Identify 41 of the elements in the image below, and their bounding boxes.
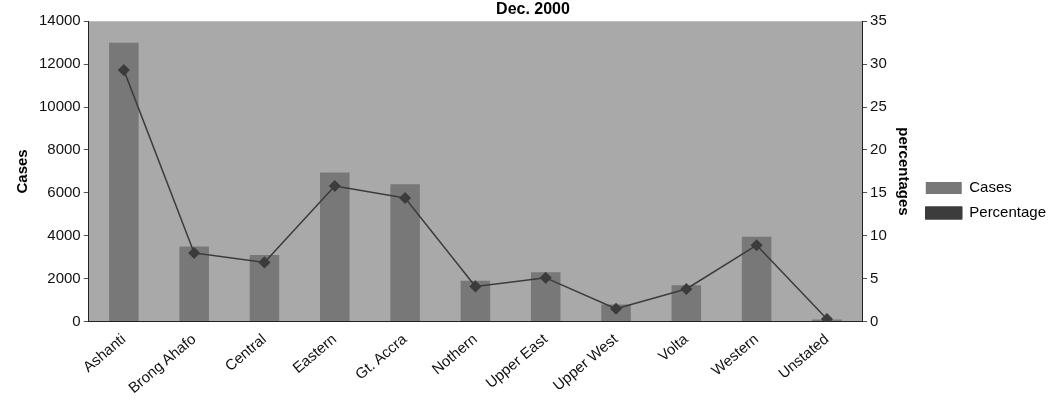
- point: [258, 256, 271, 269]
- y-tick-label: 12000: [38, 54, 81, 72]
- point: [399, 192, 411, 204]
- point: [329, 180, 341, 192]
- bar: [249, 255, 280, 322]
- y-tick-label: 0: [72, 311, 81, 329]
- point: [188, 247, 200, 259]
- bar: [741, 236, 772, 322]
- x-tick-label: Volta: [654, 329, 692, 365]
- bar: [460, 280, 491, 322]
- y2-tick-label: 5: [870, 268, 879, 286]
- bar: [320, 172, 350, 322]
- legend-label: Cases: [969, 178, 1012, 196]
- y-axis-title: Cases: [13, 149, 31, 194]
- y2-tick-label: 0: [870, 311, 879, 329]
- y-tick-label: 2000: [47, 268, 81, 286]
- y2-axis-title: percentages: [895, 127, 913, 216]
- y2-tick-label: 25: [870, 97, 887, 115]
- bar: [530, 272, 561, 322]
- legend-label: Percentage: [969, 203, 1047, 221]
- bar: [390, 184, 420, 322]
- point: [118, 64, 130, 76]
- y2-tick-label: 30: [870, 54, 887, 72]
- y-tick-label: 10000: [38, 97, 81, 115]
- bar: [179, 246, 209, 322]
- point: [469, 280, 482, 293]
- y-tick-label: 4000: [47, 225, 81, 243]
- point: [539, 272, 552, 284]
- y2-tick-label: 10: [870, 225, 887, 243]
- point: [821, 313, 833, 322]
- bar: [109, 42, 139, 322]
- y-tick-label: 14000: [38, 11, 81, 29]
- bar: [671, 285, 702, 322]
- y2-tick-label: 15: [870, 183, 887, 200]
- point: [750, 239, 763, 251]
- chart-title: Dec. 2000: [496, 0, 571, 18]
- y-tick-label: 6000: [47, 183, 81, 200]
- y2-tick-label: 35: [870, 11, 887, 29]
- y-tick-label: 8000: [47, 140, 81, 158]
- point: [680, 283, 693, 295]
- y2-tick-label: 20: [870, 140, 887, 158]
